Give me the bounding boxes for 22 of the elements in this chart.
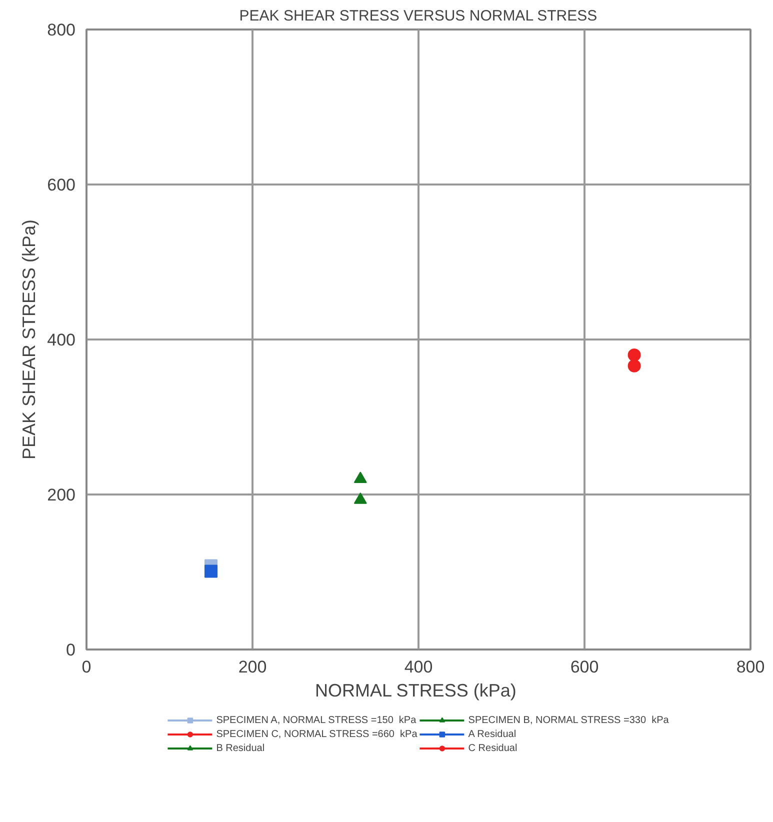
legend-label: SPECIMEN C, NORMAL STRESS =660 kPa	[216, 728, 418, 740]
x-tick-label: 400	[404, 658, 433, 676]
legend-label: SPECIMEN A, NORMAL STRESS =150 kPa	[216, 714, 416, 726]
x-tick-label: 600	[570, 658, 599, 676]
y-tick-label: 200	[47, 486, 76, 504]
point	[204, 564, 218, 578]
legend-label: C Residual	[468, 742, 518, 754]
legend-label: A Residual	[468, 728, 516, 740]
point	[628, 359, 641, 372]
legend-label: SPECIMEN B, NORMAL STRESS =330 kPa	[468, 714, 669, 726]
x-axis-title: NORMAL STRESS (kPa)	[314, 680, 516, 700]
x-tick-label: 0	[82, 658, 92, 676]
y-axis-title: PEAK SHEAR STRESS (kPa)	[19, 219, 40, 460]
x-tick-label: 200	[238, 658, 267, 676]
y-tick-label: 600	[47, 176, 76, 194]
point	[628, 348, 641, 362]
legend-label: B Residual	[216, 742, 265, 754]
y-tick-label: 0	[66, 640, 76, 660]
chart-title: PEAK SHEAR STRESS VERSUS NORMAL STRESS	[239, 8, 598, 24]
y-tick-label: 400	[47, 330, 76, 350]
x-tick-label: 800	[736, 658, 765, 676]
y-tick-label: 800	[47, 20, 76, 40]
